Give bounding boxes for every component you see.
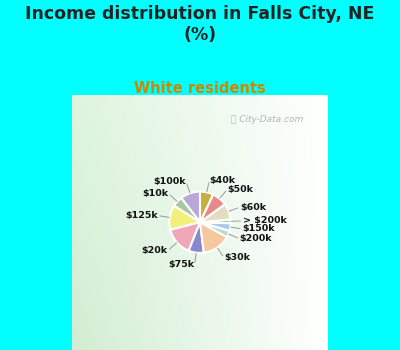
- Wedge shape: [181, 191, 200, 222]
- Text: $10k: $10k: [142, 189, 168, 198]
- Wedge shape: [200, 219, 231, 223]
- Text: $40k: $40k: [209, 176, 236, 185]
- Text: $50k: $50k: [227, 185, 253, 194]
- Text: $20k: $20k: [142, 246, 168, 255]
- Text: $125k: $125k: [125, 211, 158, 220]
- Wedge shape: [200, 222, 230, 237]
- Wedge shape: [169, 206, 200, 230]
- Wedge shape: [200, 222, 231, 231]
- Text: $60k: $60k: [240, 203, 266, 212]
- Wedge shape: [200, 222, 227, 253]
- Text: $150k: $150k: [242, 224, 275, 233]
- Text: $200k: $200k: [240, 234, 272, 243]
- Text: Income distribution in Falls City, NE
(%): Income distribution in Falls City, NE (%…: [25, 5, 375, 44]
- Text: ⓘ City-Data.com: ⓘ City-Data.com: [231, 115, 303, 124]
- Wedge shape: [200, 191, 213, 222]
- Wedge shape: [200, 195, 225, 222]
- Wedge shape: [200, 204, 230, 222]
- Text: $100k: $100k: [154, 177, 186, 186]
- Text: $75k: $75k: [168, 260, 195, 270]
- Wedge shape: [189, 222, 204, 253]
- Text: > $200k: > $200k: [243, 216, 287, 225]
- Text: $30k: $30k: [224, 253, 250, 262]
- Wedge shape: [174, 198, 200, 222]
- Wedge shape: [170, 222, 200, 251]
- Text: White residents: White residents: [134, 82, 266, 97]
